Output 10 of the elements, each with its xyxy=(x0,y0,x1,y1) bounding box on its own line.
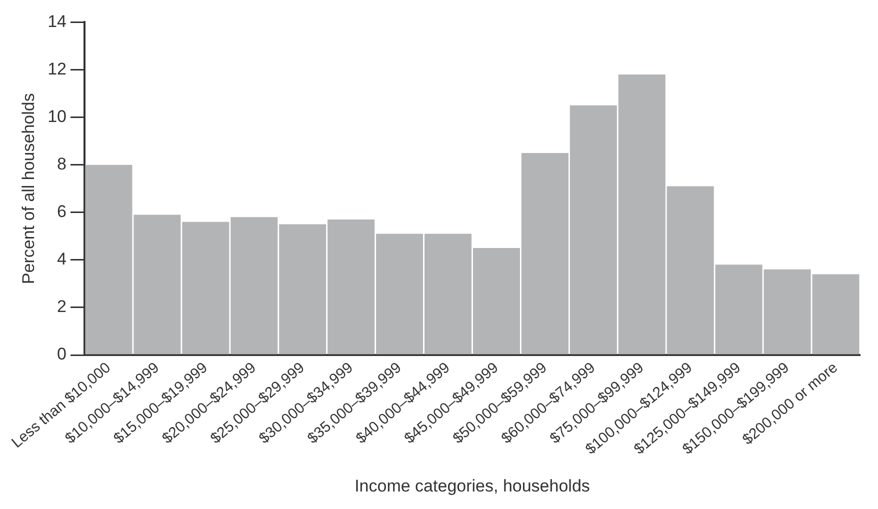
y-tick-label: 14 xyxy=(48,12,66,31)
y-tick-label: 10 xyxy=(48,106,66,126)
y-tick-label: 6 xyxy=(57,202,66,222)
y-axis-title: Percent of all households xyxy=(19,93,38,284)
y-tick-label: 4 xyxy=(57,250,66,269)
y-tick-label: 8 xyxy=(57,154,66,174)
y-tick-label: 2 xyxy=(57,297,66,316)
y-tick-label: 0 xyxy=(57,344,66,364)
y-tick-label: 12 xyxy=(48,59,66,78)
x-axis-title: Income categories, households xyxy=(354,476,590,496)
